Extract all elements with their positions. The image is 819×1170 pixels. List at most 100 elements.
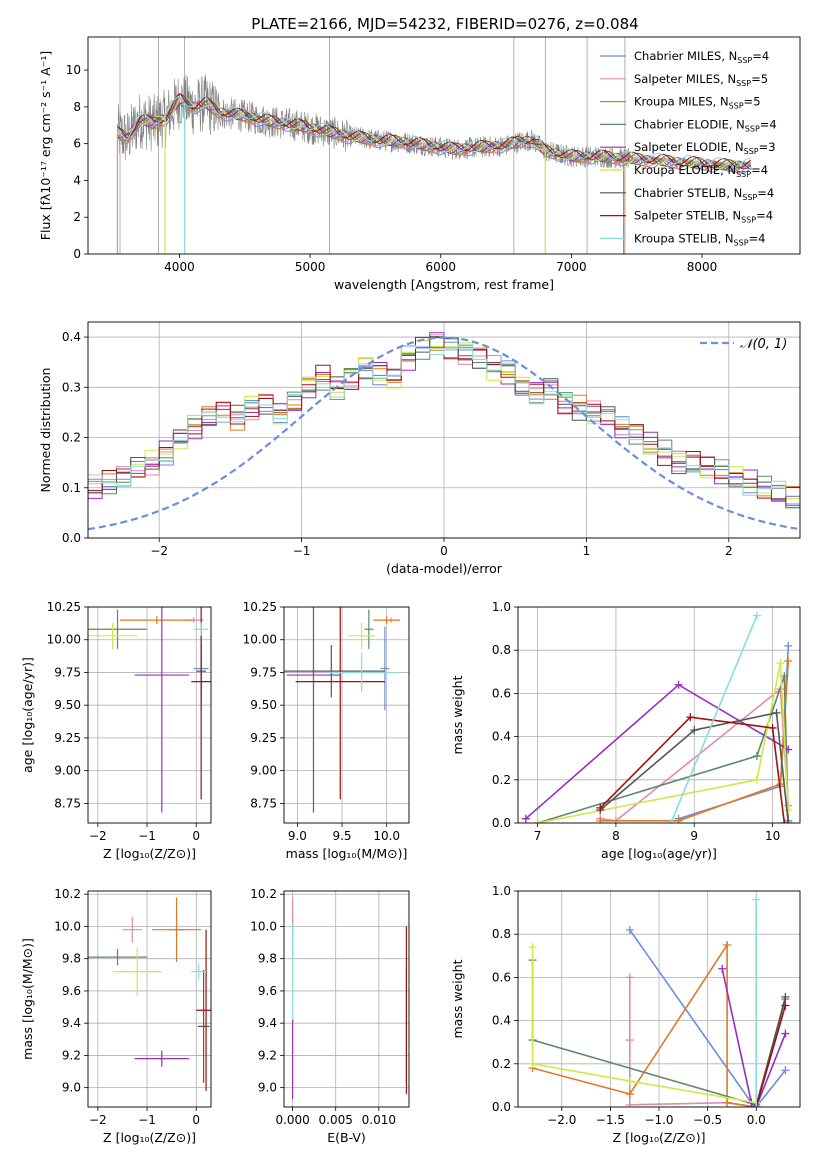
weight-marker bbox=[686, 713, 695, 722]
legend-label: Chabrier ELODIE, NSSP=4 bbox=[634, 117, 777, 133]
legend-nssp-prefix: , N bbox=[726, 186, 742, 200]
legend-series-name: Salpeter ELODIE bbox=[634, 140, 728, 154]
plot-area-residuals bbox=[88, 332, 800, 531]
axes-frame bbox=[87, 606, 212, 824]
legend-nssp-value: 4 bbox=[767, 186, 774, 200]
legend-series-name: Salpeter MILES bbox=[634, 72, 720, 86]
weight-marker bbox=[666, 819, 675, 823]
model-line-salpeter-elodie bbox=[117, 100, 751, 171]
y-tick-label: 9.75 bbox=[250, 665, 277, 679]
x-tick-label: 2 bbox=[725, 544, 733, 558]
y-tick-label: 10.25 bbox=[47, 600, 81, 614]
axes-frame bbox=[283, 890, 410, 1108]
y-axis-label: age [log₁₀(age/yr)] bbox=[20, 657, 35, 773]
x-tick-label: 8 bbox=[612, 829, 620, 843]
legend-series-name: Kroupa MILES bbox=[634, 95, 713, 109]
legend-nssp-sub: SSP bbox=[736, 79, 751, 88]
model-line-kroupa-stelib bbox=[116, 95, 751, 168]
legend-nssp-eq: = bbox=[760, 117, 770, 131]
legend-series-name: Chabrier STELIB bbox=[634, 186, 726, 200]
weight-marker bbox=[596, 803, 605, 812]
y-tick-label: 0.4 bbox=[62, 330, 81, 344]
legend-label: Chabrier MILES, NSSP=4 bbox=[634, 49, 769, 65]
weight-marker bbox=[521, 814, 530, 823]
legend-nssp-value: 4 bbox=[761, 163, 768, 177]
weight-marker bbox=[723, 941, 732, 949]
weight-marker bbox=[752, 611, 761, 620]
legend-nssp-prefix: , N bbox=[720, 163, 736, 177]
y-tick-label: 0.0 bbox=[492, 816, 511, 830]
histogram-chabrier-stelib bbox=[88, 336, 800, 509]
plot-area-mass-vs-Z bbox=[88, 897, 211, 1091]
y-tick-label: 9.8 bbox=[62, 952, 81, 966]
y-tick-label: 10.0 bbox=[54, 919, 81, 933]
y-tick-label: 10 bbox=[66, 63, 81, 77]
x-axis-label: E(B-V) bbox=[327, 1130, 366, 1145]
weight-marker bbox=[625, 1036, 634, 1045]
legend-nssp-prefix: , N bbox=[728, 140, 744, 154]
gaussian-curve bbox=[88, 336, 798, 531]
legend-nssp-prefix: , N bbox=[721, 49, 737, 63]
legend-label: Kroupa ELODIE, NSSP=4 bbox=[634, 163, 768, 179]
legend-nssp-eq: = bbox=[749, 231, 759, 245]
x-tick-label: 0.0 bbox=[747, 1113, 766, 1127]
weight-marker bbox=[625, 1090, 634, 1099]
weight-marker bbox=[781, 1001, 790, 1010]
weight-marker bbox=[781, 1066, 790, 1075]
panel-spectrum: 4000 5000 6000 7000 8000 0 2 4 6 8 10 wavelength [A… bbox=[38, 36, 801, 292]
y-tick-label: 9.75 bbox=[54, 665, 81, 679]
panel-residuals: −2 −1 0 1 2 0.0 0.1 0.2 0.3 0.4 (data-model)/error… bbox=[38, 321, 801, 576]
legend-nssp-sub: SSP bbox=[741, 216, 756, 225]
x-tick-label: 9.5 bbox=[332, 829, 351, 843]
y-axis-label: Flux [fλ10⁻¹⁷ erg cm⁻² s⁻¹ A⁻¹] bbox=[38, 51, 53, 240]
x-tick-label: −1.5 bbox=[596, 1113, 625, 1127]
x-tick-label: 9 bbox=[690, 829, 698, 843]
y-tick-label: 1.0 bbox=[492, 600, 511, 614]
x-axis-label: mass [log₁₀(M/M⊙)] bbox=[286, 846, 408, 861]
y-tick-label: 9.0 bbox=[258, 1081, 277, 1095]
legend-nssp-eq: = bbox=[744, 95, 754, 109]
legend-nssp-prefix: , N bbox=[720, 72, 736, 86]
legend-series-name: Kroupa ELODIE bbox=[634, 163, 720, 177]
x-axis-label: Z [log₁₀(Z/Z⊙)] bbox=[613, 1130, 706, 1145]
weight-marker bbox=[784, 806, 793, 815]
legend-label: Salpeter STELIB, NSSP=4 bbox=[634, 209, 773, 225]
y-tick-label: 9.00 bbox=[54, 764, 81, 778]
y-tick-label: 0.4 bbox=[492, 730, 511, 744]
y-tick-label: 8.75 bbox=[54, 796, 81, 810]
y-axis-label: mass weight bbox=[450, 959, 465, 1038]
weight-marker bbox=[772, 708, 781, 717]
y-axis-label: mass [log₁₀(M/M⊙)] bbox=[20, 938, 35, 1060]
legend-label: Kroupa STELIB, NSSP=4 bbox=[634, 231, 766, 247]
weight-marker bbox=[781, 1029, 790, 1038]
weight-line-kroupa-stelib bbox=[670, 615, 758, 823]
plot-area-weight-vs-age bbox=[521, 611, 793, 823]
y-tick-label: 0.2 bbox=[492, 1057, 511, 1071]
x-tick-label: 7 bbox=[534, 829, 542, 843]
weight-marker bbox=[776, 659, 785, 668]
legend-nssp-eq: = bbox=[756, 209, 766, 223]
legend-nssp-sub: SSP bbox=[729, 102, 744, 111]
x-tick-label: −2 bbox=[150, 544, 168, 558]
legend-series-name: Chabrier ELODIE bbox=[634, 117, 729, 131]
y-tick-label: 9.0 bbox=[62, 1081, 81, 1095]
y-tick-label: 9.2 bbox=[62, 1048, 81, 1062]
legend-nssp-value: 4 bbox=[758, 231, 765, 245]
weight-marker bbox=[752, 752, 761, 761]
y-tick-label: 9.25 bbox=[250, 731, 277, 745]
y-axis-label: mass weight bbox=[450, 675, 465, 754]
legend-label: Salpeter ELODIE, NSSP=3 bbox=[634, 140, 776, 156]
weight-marker bbox=[752, 895, 761, 904]
weight-marker bbox=[752, 775, 761, 784]
weight-line-salpeter-stelib bbox=[755, 1005, 787, 1107]
y-tick-label: 10.2 bbox=[54, 887, 81, 901]
x-tick-label: 9.0 bbox=[288, 829, 307, 843]
y-tick-label: 9.25 bbox=[54, 731, 81, 745]
x-axis-label: Z [log₁₀(Z/Z⊙)] bbox=[103, 846, 196, 861]
legend-nssp-value: 4 bbox=[766, 209, 773, 223]
histogram-salpeter-elodie bbox=[88, 332, 800, 502]
weight-line-kroupa-elodie bbox=[531, 947, 757, 1104]
x-axis-label: (data-model)/error bbox=[386, 561, 503, 576]
